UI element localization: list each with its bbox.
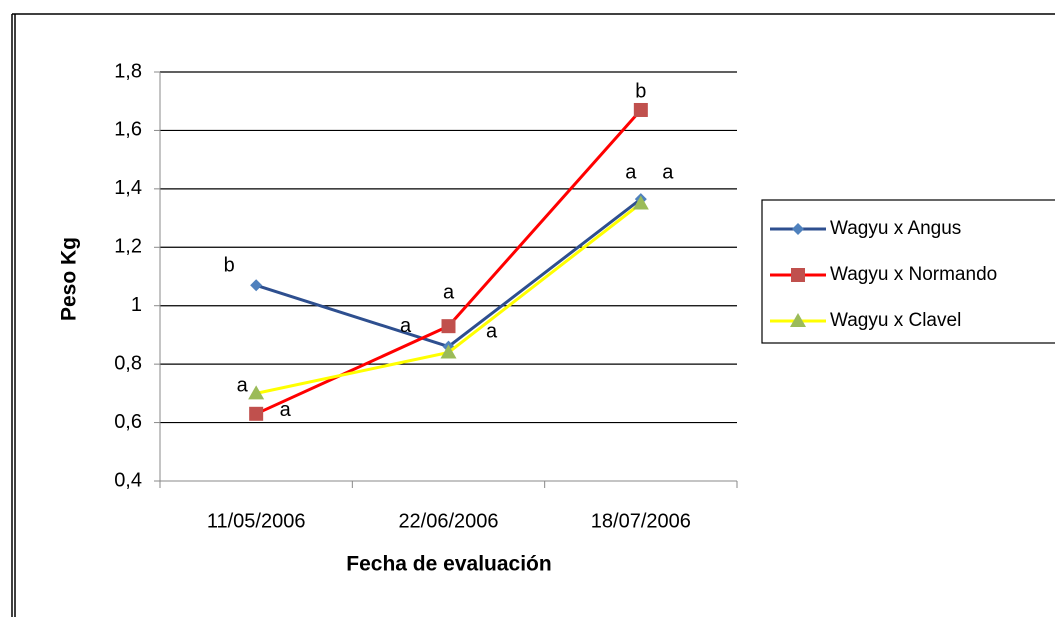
y-tick-label: 0,4 (114, 469, 142, 491)
x-tick-label: 11/05/2006 (207, 510, 306, 532)
y-tick-label: 0,8 (114, 352, 142, 374)
x-tick-label: 18/07/2006 (591, 510, 691, 532)
annotation: b (224, 255, 235, 277)
annotation: b (635, 80, 646, 102)
y-tick-label: 1,2 (114, 236, 142, 258)
y-axis-title: Peso Kg (58, 237, 81, 321)
marker (440, 344, 457, 359)
y-tick-label: 1,6 (114, 119, 142, 141)
marker (633, 102, 648, 117)
legend-label: Wagyu x Normando (830, 264, 997, 285)
annotation: a (662, 162, 674, 184)
marker (441, 319, 456, 334)
marker (248, 385, 265, 400)
annotation: a (625, 161, 637, 183)
y-tick-label: 0,6 (114, 411, 142, 433)
x-tick-label: 22/06/2006 (398, 510, 498, 532)
y-tick-label: 1 (131, 294, 142, 316)
y-tick-label: 1,4 (114, 177, 142, 199)
annotation: a (237, 375, 249, 397)
legend-box (761, 199, 1055, 344)
annotation: a (486, 321, 498, 343)
annotation: a (443, 281, 455, 303)
marker (250, 279, 263, 292)
marker (249, 406, 264, 421)
annotation: a (400, 315, 412, 337)
legend-label: Wagyu x Clavel (830, 310, 961, 331)
x-axis-title: Fecha de evaluación (346, 553, 551, 576)
annotation: a (280, 399, 292, 421)
y-tick-label: 1,8 (114, 60, 142, 82)
marker (632, 195, 649, 210)
marker (790, 313, 806, 327)
legend-label: Wagyu x Angus (830, 218, 961, 239)
marker (792, 223, 804, 235)
marker (791, 268, 805, 282)
